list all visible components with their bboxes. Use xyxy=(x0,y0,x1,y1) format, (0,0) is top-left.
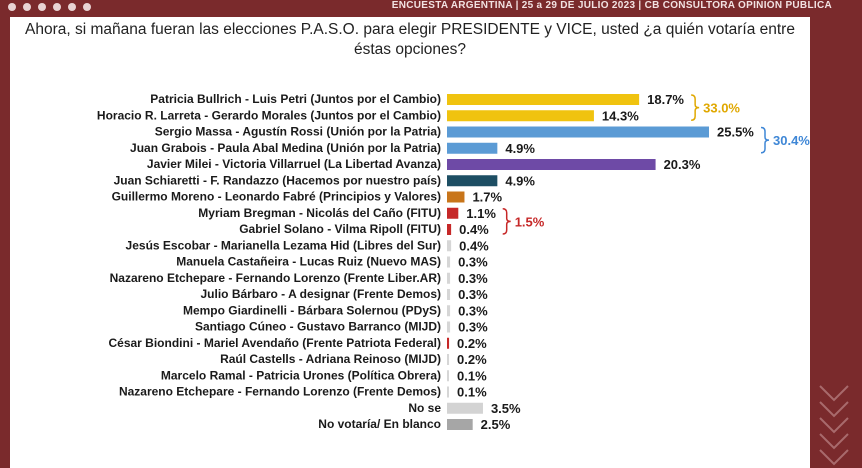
bar xyxy=(447,142,498,154)
category-label: Guillermo Moreno - Leonardo Fabré (Princ… xyxy=(112,190,441,204)
value-label: 0.3% xyxy=(458,255,488,270)
category-label: No votaría/ En blanco xyxy=(318,417,441,431)
group-total-label: 30.4% xyxy=(773,133,810,148)
category-label: Sergio Massa - Agustín Rossi (Unión por … xyxy=(155,125,441,139)
dot-icon xyxy=(68,3,76,11)
value-label: 1.1% xyxy=(466,206,496,221)
bar xyxy=(447,272,451,284)
window-dots xyxy=(8,3,91,11)
bar xyxy=(447,175,498,187)
chart-panel xyxy=(10,17,810,468)
category-label: Juan Grabois - Paula Abal Medina (Unión … xyxy=(130,141,441,155)
value-label: 1.7% xyxy=(472,190,502,205)
bar xyxy=(447,370,449,382)
bar xyxy=(447,240,452,252)
dot-icon xyxy=(83,3,91,11)
bar xyxy=(447,126,709,138)
bar xyxy=(447,402,483,414)
category-label: No se xyxy=(408,401,441,415)
category-label: Manuela Castañeira - Lucas Ruiz (Nuevo M… xyxy=(176,255,441,269)
value-label: 0.3% xyxy=(458,287,488,302)
top-bar: ENCUESTA ARGENTINA | 25 a 29 DE JULIO 20… xyxy=(0,0,862,16)
group-total-label: 33.0% xyxy=(703,101,740,116)
dot-icon xyxy=(38,3,46,11)
bar xyxy=(447,321,451,333)
bar xyxy=(447,256,451,268)
bar xyxy=(447,110,594,122)
chevron-decoration-icon xyxy=(819,385,849,466)
category-label: Juan Schiaretti - F. Randazzo (Hacemos p… xyxy=(114,173,441,187)
category-label: Nazareno Etchepare - Fernando Lorenzo (F… xyxy=(110,271,441,285)
group-brace xyxy=(691,94,700,121)
value-label: 0.3% xyxy=(458,271,488,286)
bar xyxy=(447,354,450,365)
value-label: 0.4% xyxy=(459,238,489,253)
bar xyxy=(447,191,465,203)
category-label: Horacio R. Larreta - Gerardo Morales (Ju… xyxy=(97,108,441,122)
bar xyxy=(447,207,459,219)
category-label: Myriam Bregman - Nicolás del Caño (FITU) xyxy=(198,206,441,220)
value-label: 0.2% xyxy=(457,352,487,367)
category-label: Gabriel Solano - Vilma Ripoll (FITU) xyxy=(239,222,441,236)
value-label: 0.1% xyxy=(457,385,487,400)
dot-icon xyxy=(53,3,61,11)
value-label: 0.3% xyxy=(458,320,488,335)
category-label: Nazareno Etchepare - Fernando Lorenzo (F… xyxy=(119,385,441,399)
value-label: 2.5% xyxy=(481,417,511,432)
category-label: César Biondini - Mariel Avendaño (Frente… xyxy=(108,336,441,350)
value-label: 25.5% xyxy=(717,125,754,140)
category-label: Raúl Castells - Adriana Reinoso (MIJD) xyxy=(220,352,441,366)
value-label: 4.9% xyxy=(505,141,535,156)
value-label: 0.2% xyxy=(457,336,487,351)
value-label: 14.3% xyxy=(602,108,639,123)
value-label: 20.3% xyxy=(664,157,701,172)
value-label: 0.3% xyxy=(458,303,488,318)
category-label: Jesús Escobar - Marianella Lezama Hid (L… xyxy=(126,238,441,252)
bar xyxy=(447,94,640,105)
bar xyxy=(447,305,451,317)
value-label: 4.9% xyxy=(505,173,535,188)
category-label: Julio Bárbaro - A designar (Frente Demos… xyxy=(201,287,442,301)
bar xyxy=(447,337,450,349)
value-label: 0.1% xyxy=(457,368,487,383)
dot-icon xyxy=(23,3,31,11)
category-label: Patricia Bullrich - Luis Petri (Juntos p… xyxy=(150,92,441,106)
dot-icon xyxy=(8,3,16,11)
value-label: 3.5% xyxy=(491,401,521,416)
category-label: Marcelo Ramal - Patricia Urones (Polític… xyxy=(161,368,441,382)
source-header: ENCUESTA ARGENTINA | 25 a 29 DE JULIO 20… xyxy=(391,0,832,11)
chart-title: Ahora, si mañana fueran las elecciones P… xyxy=(25,21,795,58)
category-label: Javier Milei - Victoria Villarruel (La L… xyxy=(147,157,441,171)
value-label: 18.7% xyxy=(647,92,684,107)
group-brace xyxy=(760,126,770,154)
category-label: Santiago Cúneo - Gustavo Barranco (MIJD) xyxy=(195,320,441,334)
group-brace xyxy=(502,208,511,235)
bar xyxy=(447,159,656,170)
category-label: Mempo Giardinelli - Bárbara Solernou (PD… xyxy=(183,303,441,317)
group-total-label: 1.5% xyxy=(515,214,545,229)
bar xyxy=(447,224,452,235)
bar xyxy=(447,386,449,398)
bar xyxy=(447,419,473,430)
bar xyxy=(447,289,451,300)
value-label: 0.4% xyxy=(459,222,489,237)
